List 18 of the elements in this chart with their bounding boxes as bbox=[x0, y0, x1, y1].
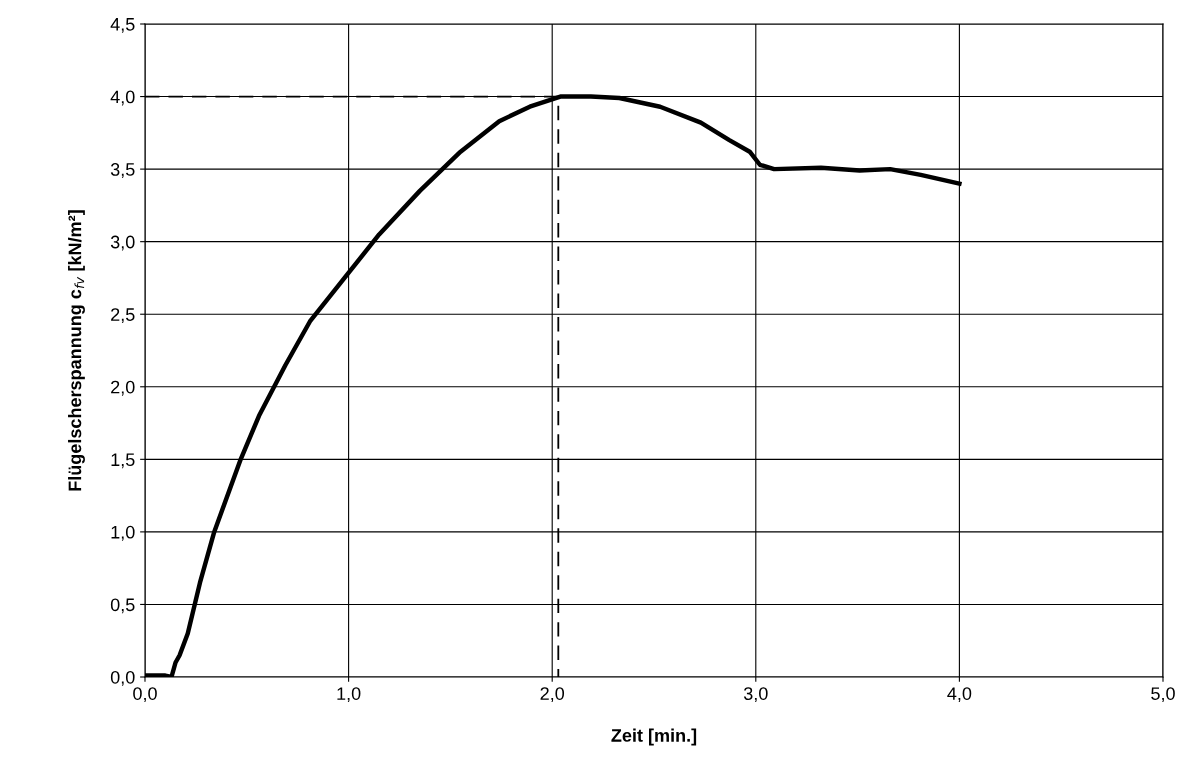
y-tick-label: 0,5 bbox=[110, 598, 135, 614]
y-tick-label: 0,0 bbox=[110, 670, 135, 686]
x-axis-title: Zeit [min.] bbox=[611, 728, 697, 746]
y-tick-label: 4,0 bbox=[110, 90, 135, 106]
x-tick-label: 4,0 bbox=[947, 687, 972, 703]
x-tick-label: 2,0 bbox=[540, 687, 565, 703]
y-tick-label: 1,5 bbox=[111, 453, 135, 469]
y-axis-title: Flügelscherspannung c$_{fv}$ [kN/m²] bbox=[68, 210, 85, 491]
y-tick-label: 1,0 bbox=[111, 525, 135, 541]
y-tick-label: 2,0 bbox=[111, 380, 135, 396]
y-tick-label: 3,5 bbox=[110, 163, 135, 178]
y-tick-label: 2,5 bbox=[111, 308, 135, 324]
y-tick-label: 4,5 bbox=[110, 18, 135, 33]
x-tick-label: 5,0 bbox=[1151, 687, 1175, 703]
x-tick-label: 0,0 bbox=[133, 687, 157, 703]
y-tick-label: 3,0 bbox=[110, 235, 135, 251]
x-tick-label: 3,0 bbox=[743, 687, 768, 703]
x-tick-label: 1,0 bbox=[337, 687, 361, 703]
